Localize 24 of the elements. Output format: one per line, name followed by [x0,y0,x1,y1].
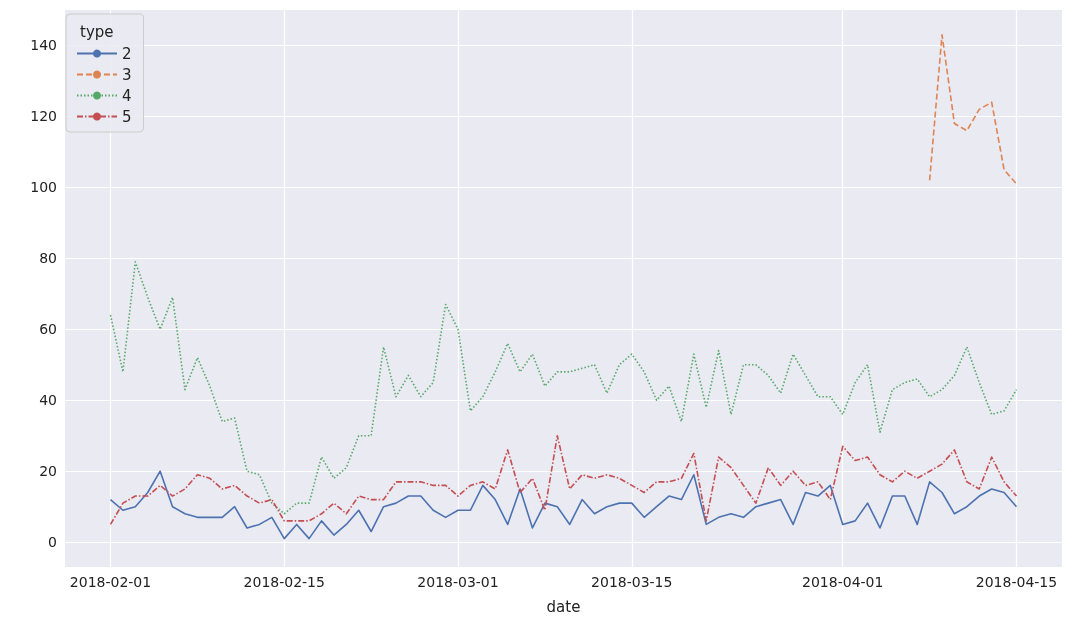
y-tick-label: 40 [39,392,57,409]
line-series [109,470,1018,540]
legend-label: 5 [122,107,132,126]
y-tick-label: 120 [30,108,57,125]
line-series [109,434,1018,526]
y-tick-label: 60 [39,321,57,338]
legend-label: 3 [122,65,132,84]
legend-label: 2 [122,44,132,63]
y-tick-label: 140 [30,37,57,54]
x-axis-title: date [546,597,581,616]
x-tick-label: 2018-04-15 [975,574,1058,590]
x-tick-label: 2018-02-15 [243,574,325,590]
x-tick-label: 2018-03-01 [417,574,499,590]
x-tick-label: 2018-03-15 [591,574,673,590]
legend-title: type [80,22,114,41]
x-tick-label: 2018-04-01 [802,574,884,590]
x-tick-label: 2018-02-01 [69,574,152,590]
legend-label: 4 [122,86,132,105]
line-series [109,261,1018,515]
y-tick-label: 80 [39,250,57,267]
y-tick-label: 20 [39,463,57,480]
line-series [928,34,1018,185]
y-tick-label: 0 [48,534,57,551]
y-tick-label: 100 [30,179,57,196]
